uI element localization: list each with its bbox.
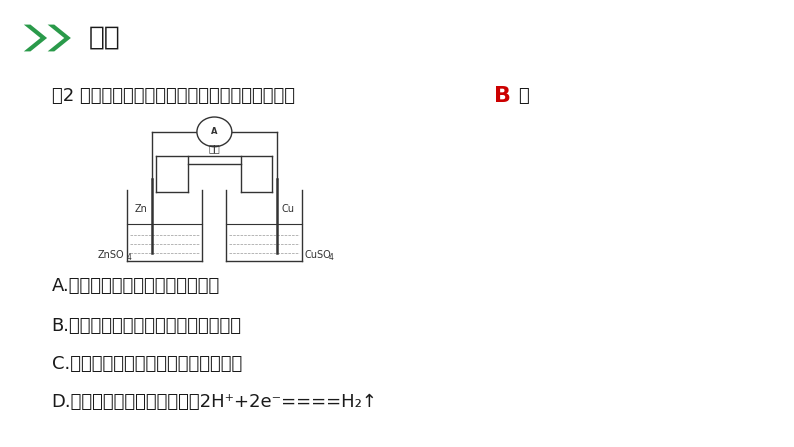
Text: D.铜电极上发生的电极反应是2H⁺+2e⁻====H₂↑: D.铜电极上发生的电极反应是2H⁺+2e⁻====H₂↑ [52,393,378,411]
Text: 盐桥: 盐桥 [209,143,220,153]
Text: Cu: Cu [282,204,295,214]
Text: B: B [494,86,511,106]
Polygon shape [48,25,71,51]
Text: 例题: 例题 [89,25,121,51]
Text: C.电流从锌电极通过电流计流向铜电极: C.电流从锌电极通过电流计流向铜电极 [52,355,242,373]
Text: 4: 4 [329,253,333,262]
Text: B.盐桥中的阳离子向硫酸铜溶液中迁移: B.盐桥中的阳离子向硫酸铜溶液中迁移 [52,317,241,335]
Text: A.锌是电池的负极，发生还原反应: A.锌是电池的负极，发生还原反应 [52,277,220,295]
Text: ）: ） [518,87,529,105]
Ellipse shape [197,117,232,147]
Text: A: A [211,127,218,136]
Text: 4: 4 [127,253,132,262]
Text: Zn: Zn [134,204,147,214]
Text: ZnSO: ZnSO [97,250,124,260]
Text: CuSO: CuSO [305,250,332,260]
Text: 例2 关于下图所示的原电池，下列说法正确的是（: 例2 关于下图所示的原电池，下列说法正确的是（ [52,87,295,105]
Polygon shape [24,25,47,51]
